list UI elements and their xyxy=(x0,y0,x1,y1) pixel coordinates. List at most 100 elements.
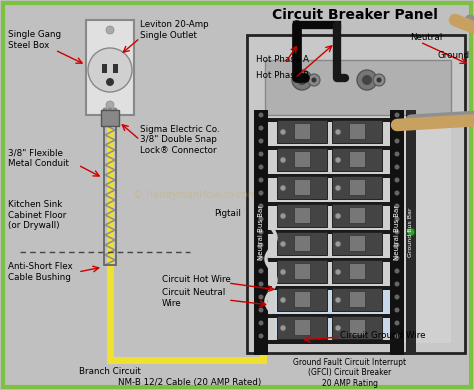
Circle shape xyxy=(88,48,132,92)
Circle shape xyxy=(258,112,264,117)
Bar xyxy=(332,288,382,311)
Circle shape xyxy=(394,138,400,144)
Circle shape xyxy=(394,229,400,234)
Circle shape xyxy=(108,108,112,112)
Circle shape xyxy=(335,297,341,303)
Bar xyxy=(349,235,365,251)
Bar xyxy=(277,148,327,171)
Circle shape xyxy=(394,243,400,248)
Bar xyxy=(332,260,382,283)
Circle shape xyxy=(258,216,264,222)
Circle shape xyxy=(258,321,264,326)
Bar xyxy=(277,120,327,143)
Circle shape xyxy=(357,70,377,90)
Circle shape xyxy=(394,268,400,273)
Circle shape xyxy=(258,255,264,261)
Bar xyxy=(349,291,365,307)
Bar xyxy=(349,123,365,139)
Bar xyxy=(390,110,404,355)
Circle shape xyxy=(258,307,264,312)
Bar xyxy=(294,235,310,251)
Circle shape xyxy=(106,26,114,34)
Circle shape xyxy=(280,157,286,163)
Bar xyxy=(406,110,416,355)
Bar xyxy=(294,207,310,223)
Bar xyxy=(268,174,390,178)
Circle shape xyxy=(112,108,118,112)
Bar xyxy=(277,204,327,227)
Circle shape xyxy=(335,241,341,247)
Circle shape xyxy=(394,294,400,300)
Bar xyxy=(332,176,382,199)
Circle shape xyxy=(373,74,385,86)
Circle shape xyxy=(308,74,320,86)
Bar xyxy=(101,110,119,126)
Bar xyxy=(277,260,327,283)
Circle shape xyxy=(258,151,264,156)
Bar xyxy=(268,258,390,262)
Text: Ground: Ground xyxy=(438,50,470,60)
Text: 3/8" Flexible
Metal Conduit: 3/8" Flexible Metal Conduit xyxy=(8,148,69,168)
Circle shape xyxy=(258,126,264,131)
Circle shape xyxy=(106,101,114,109)
Bar xyxy=(277,176,327,199)
Text: Hot Phase A: Hot Phase A xyxy=(256,55,309,64)
Circle shape xyxy=(258,333,264,339)
Bar xyxy=(332,232,382,255)
Text: Neutral Bus Bar: Neutral Bus Bar xyxy=(394,204,400,260)
Circle shape xyxy=(394,333,400,339)
Circle shape xyxy=(258,204,264,209)
Bar xyxy=(104,115,116,265)
Circle shape xyxy=(394,112,400,117)
Circle shape xyxy=(258,138,264,144)
Bar xyxy=(268,202,390,206)
Bar xyxy=(294,291,310,307)
Bar xyxy=(254,110,268,355)
Circle shape xyxy=(394,216,400,222)
Bar xyxy=(268,230,390,234)
Text: Sigma Electric Co.
3/8" Double Snap
Lock® Connector: Sigma Electric Co. 3/8" Double Snap Lock… xyxy=(140,125,219,155)
Text: © HandymanHow-to.com: © HandymanHow-to.com xyxy=(133,190,257,200)
Bar xyxy=(277,232,327,255)
Bar xyxy=(265,95,451,343)
Circle shape xyxy=(407,228,415,236)
Text: Circuit Ground Wire: Circuit Ground Wire xyxy=(340,330,426,340)
Bar xyxy=(349,207,365,223)
Circle shape xyxy=(258,165,264,170)
Text: Leviton 20-Amp
Single Outlet: Leviton 20-Amp Single Outlet xyxy=(140,20,209,40)
Bar xyxy=(349,179,365,195)
Bar xyxy=(265,60,451,115)
Circle shape xyxy=(335,129,341,135)
Text: Circuit Breaker Panel: Circuit Breaker Panel xyxy=(272,8,438,22)
Circle shape xyxy=(258,282,264,287)
Bar xyxy=(113,64,118,73)
Text: Branch Circuit: Branch Circuit xyxy=(79,367,141,376)
Bar xyxy=(268,118,390,122)
Text: Anti-Short Flex
Cable Bushing: Anti-Short Flex Cable Bushing xyxy=(8,262,73,282)
Bar xyxy=(332,316,382,339)
Circle shape xyxy=(376,78,382,83)
Circle shape xyxy=(335,185,341,191)
Circle shape xyxy=(394,204,400,209)
Text: NM-B 12/2 Cable (20 AMP Rated): NM-B 12/2 Cable (20 AMP Rated) xyxy=(118,378,262,386)
Text: Single Gang
Steel Box: Single Gang Steel Box xyxy=(8,30,61,50)
Circle shape xyxy=(280,185,286,191)
Circle shape xyxy=(106,78,114,86)
Bar xyxy=(277,316,327,339)
Circle shape xyxy=(280,241,286,247)
Circle shape xyxy=(258,229,264,234)
Circle shape xyxy=(280,325,286,331)
Circle shape xyxy=(335,325,341,331)
Circle shape xyxy=(297,75,307,85)
Bar xyxy=(294,319,310,335)
Circle shape xyxy=(394,165,400,170)
Bar xyxy=(349,151,365,167)
Bar xyxy=(294,263,310,279)
Circle shape xyxy=(394,190,400,195)
Circle shape xyxy=(335,269,341,275)
Bar xyxy=(294,123,310,139)
Text: Neutral Bus Bar: Neutral Bus Bar xyxy=(258,204,264,260)
Circle shape xyxy=(335,157,341,163)
Bar xyxy=(268,314,390,318)
Text: Pigtail: Pigtail xyxy=(214,209,241,218)
